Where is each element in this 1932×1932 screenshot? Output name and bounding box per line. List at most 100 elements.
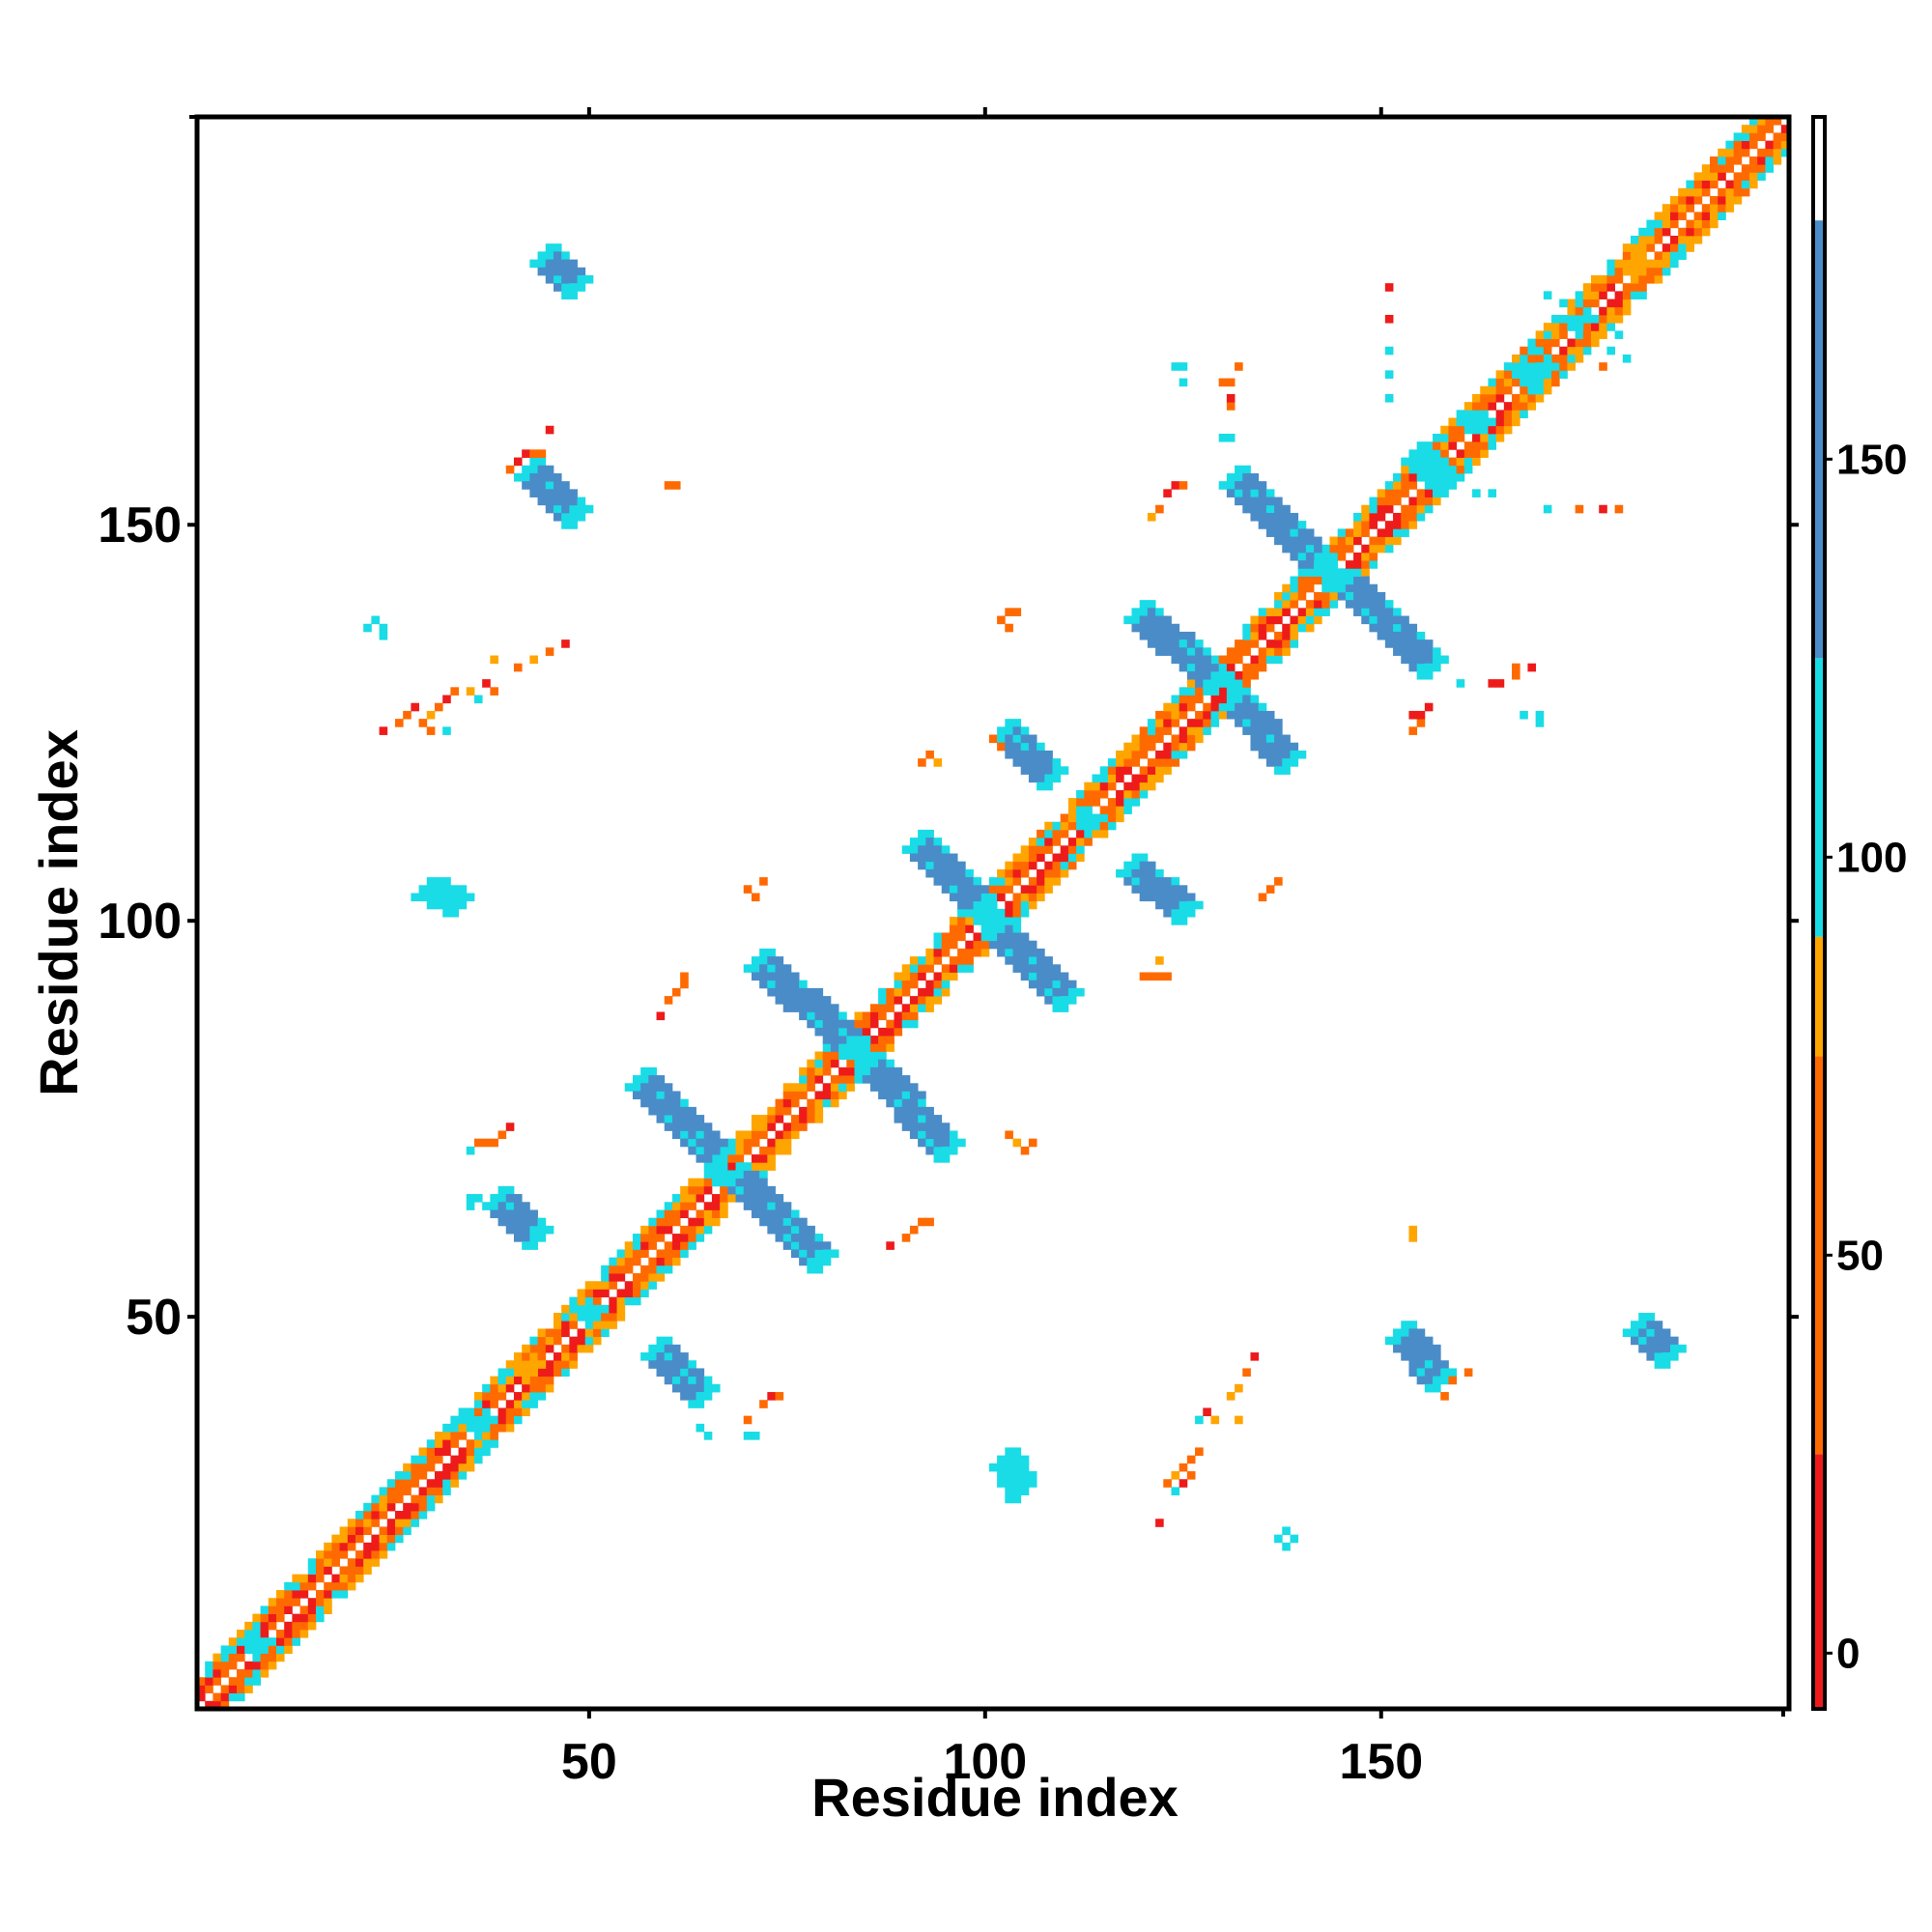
heatmap-cell [775, 996, 784, 1005]
heatmap-cell [1195, 1415, 1204, 1425]
heatmap-cell [1012, 1494, 1022, 1504]
heatmap-cell [529, 1225, 538, 1235]
heatmap-cell [1424, 655, 1434, 665]
heatmap-cell [490, 1202, 498, 1210]
heatmap-cell [688, 1360, 696, 1369]
heatmap-cell [497, 1202, 507, 1210]
heatmap-cell [1416, 647, 1426, 656]
colorbar-band [1813, 220, 1825, 659]
heatmap-cell [1076, 789, 1085, 799]
heatmap-cell [1179, 885, 1188, 894]
heatmap-cell [1044, 877, 1053, 886]
heatmap-cell [1044, 987, 1053, 997]
heatmap-cell [1408, 726, 1418, 735]
heatmap-cell [205, 1685, 213, 1693]
heatmap-cell [696, 1115, 705, 1123]
heatmap-cell [1171, 623, 1180, 633]
heatmap-cell [727, 1146, 736, 1155]
heatmap-cell [918, 964, 926, 973]
heatmap-cell [1631, 283, 1639, 292]
heatmap-cell [1345, 536, 1354, 546]
heatmap-cell [688, 1130, 696, 1140]
heatmap-cell [1139, 853, 1149, 863]
heatmap-cell [1250, 702, 1260, 712]
heatmap-cell [1654, 212, 1663, 220]
heatmap-cell [703, 1170, 713, 1179]
heatmap-cell [1012, 608, 1022, 616]
heatmap-cell [601, 1273, 610, 1282]
heatmap-cell [1773, 117, 1782, 126]
heatmap-cell [1741, 180, 1750, 189]
heatmap-cell [442, 885, 451, 894]
heatmap-cell [901, 1115, 911, 1123]
heatmap-cell [933, 838, 943, 846]
heatmap-cell [1314, 560, 1322, 569]
heatmap-cell [1440, 1360, 1449, 1369]
heatmap-cell [418, 885, 428, 894]
heatmap-cell [735, 1194, 745, 1203]
heatmap-cell [1512, 670, 1520, 680]
heatmap-cell [1670, 259, 1679, 269]
heatmap-cell [1005, 900, 1013, 910]
heatmap-cell [1321, 608, 1330, 616]
heatmap-cell [371, 1519, 380, 1527]
heatmap-cell [782, 964, 792, 973]
heatmap-cell [1028, 1138, 1037, 1148]
heatmap-cell [1186, 631, 1196, 640]
heatmap-cell [1670, 1336, 1679, 1346]
heatmap-cell [1638, 1336, 1647, 1346]
heatmap-cell [1337, 536, 1347, 546]
heatmap-cell [1037, 750, 1045, 759]
heatmap-cell [1171, 917, 1180, 925]
heatmap-cell [1433, 481, 1441, 490]
heatmap-cell [1535, 338, 1545, 348]
heatmap-cell [434, 1432, 443, 1440]
heatmap-cell [933, 1115, 943, 1123]
heatmap-cell [1265, 615, 1275, 625]
heatmap-cell [720, 1185, 728, 1195]
heatmap-cell [418, 1511, 428, 1520]
heatmap-cell [363, 1511, 372, 1520]
heatmap-cell [973, 885, 982, 894]
heatmap-cell [782, 1122, 792, 1131]
heatmap-cell [1472, 425, 1481, 435]
heatmap-cell [846, 1083, 855, 1092]
heatmap-cell [854, 1066, 864, 1076]
heatmap-cell [403, 1526, 412, 1536]
heatmap-cell [782, 1234, 792, 1242]
heatmap-cell [1282, 521, 1291, 529]
heatmap-cell [324, 1550, 332, 1559]
heatmap-cell [616, 1257, 626, 1266]
heatmap-cell [1028, 877, 1037, 886]
heatmap-cell [751, 1115, 760, 1123]
heatmap-cell [1591, 291, 1600, 299]
heatmap-cell [1116, 798, 1124, 807]
heatmap-cell [1155, 726, 1164, 735]
heatmap-cell [537, 1383, 547, 1393]
heatmap-cell [569, 259, 578, 269]
heatmap-cell [790, 1225, 800, 1235]
heatmap-cell [529, 465, 538, 474]
heatmap-cell [1463, 417, 1473, 427]
heatmap-cell [315, 1574, 325, 1583]
heatmap-cell [1622, 267, 1632, 276]
heatmap-cell [569, 283, 578, 292]
heatmap-cell [901, 1075, 911, 1084]
heatmap-cell [1488, 489, 1497, 497]
heatmap-cell [363, 1542, 372, 1551]
heatmap-cell [569, 1336, 578, 1346]
heatmap-cell [862, 1066, 871, 1076]
heatmap-cell [1060, 845, 1069, 854]
colorbar-tick-label: 50 [1836, 1232, 1884, 1279]
heatmap-cell [1282, 742, 1291, 752]
heatmap-cell [671, 1352, 681, 1361]
heatmap-cell [1044, 861, 1053, 870]
heatmap-cell [1139, 781, 1149, 791]
heatmap-cell [1701, 212, 1711, 220]
heatmap-cell [1274, 1534, 1283, 1544]
heatmap-cell [331, 1534, 340, 1544]
heatmap-cell [537, 251, 547, 260]
heatmap-cell [442, 900, 451, 910]
heatmap-cell [671, 1106, 681, 1116]
heatmap-cell [1631, 1321, 1639, 1329]
